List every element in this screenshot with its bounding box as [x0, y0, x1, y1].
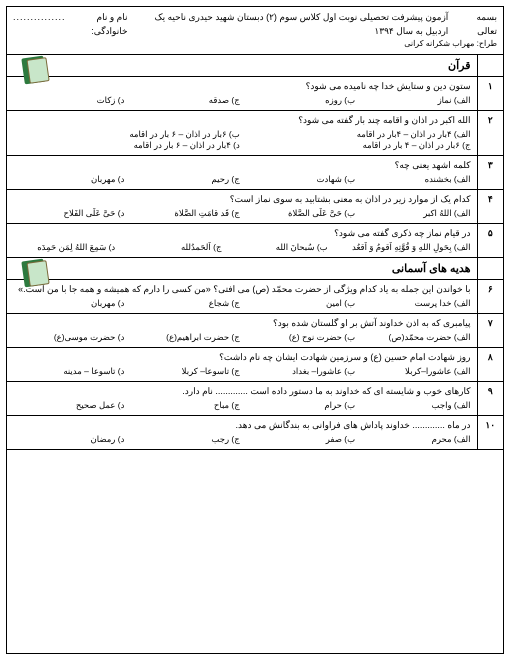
opt-c: ج) رجب [128, 434, 239, 445]
question-row: ۱۰ در ماه ............. خداوند پاداش های… [7, 416, 503, 450]
question-row: ۸ روز شهادت امام حسین (ع) و سرزمین شهادت… [7, 348, 503, 382]
q-num: ۹ [477, 382, 503, 416]
opt-d: د) مهربان [13, 174, 124, 185]
opt-b: ب) ۶بار در اذان – ۶ بار در اقامه [13, 129, 240, 140]
name-blank [13, 11, 66, 38]
q-text: روز شهادت امام حسین (ع) و سرزمین شهادت ا… [13, 352, 471, 363]
opt-b: ب) حَیَّ عَلَی الصَّلاة [244, 208, 355, 219]
name-label: نام و نام خانوادگی: [70, 11, 128, 38]
basmala: بسمه تعالی [461, 11, 497, 38]
opt-c: ج) مباح [128, 400, 239, 411]
q-text: پیامبری که به اذن خداوند آتش بر او گلستا… [13, 318, 471, 329]
q-num: ۲ [477, 111, 503, 156]
section-title: قرآن [448, 60, 470, 72]
opt-a: الف) حضرت محمّد(ص) [359, 332, 470, 343]
opt-a: الف) بِحَولِ اللهِ وَ قُوَّتِهِ اَقومُ و… [332, 242, 471, 253]
q-text: کلمه اشهد یعنی چه؟ [13, 160, 471, 171]
question-row: ۷ پیامبری که به اذن خداوند آتش بر او گلس… [7, 314, 503, 348]
opt-a: الف) واجب [359, 400, 470, 411]
opt-a: الف) بخشنده [359, 174, 470, 185]
q-num: ۳ [477, 156, 503, 190]
opt-b: ب) حضرت نوح (ع) [244, 332, 355, 343]
opt-c: ج) ۶بار در اذان – ۴ بار در اقامه [244, 140, 471, 151]
opt-c: ج) اَلحَمدُلله [119, 242, 221, 253]
opt-a: الف) محرم [359, 434, 470, 445]
designer-line: طراح: مهراب شکرانه کرانی [13, 38, 497, 50]
opt-c: ج) قَد قامَتِ الصَّلاة [128, 208, 239, 219]
exam-title: آزمون پیشرفت تحصیلی نوبت اول کلاس سوم (۲… [141, 11, 449, 38]
q-num: ۱ [477, 77, 503, 111]
opt-d: د) تاسوعا – مدینه [13, 366, 124, 377]
opt-b: ب) روزه [244, 95, 355, 106]
opt-c: ج) رحیم [128, 174, 239, 185]
question-row: ۹ کارهای خوب و شایسته ای که خداوند به ما… [7, 382, 503, 416]
opt-c: ج) تاسوعا– کربلا [128, 366, 239, 377]
opt-b: ب) شهادت [244, 174, 355, 185]
q-text: کارهای خوب و شایسته ای که خداوند به ما د… [13, 386, 471, 397]
q-text: ستون دین و ستایش خدا چه نامیده می شود؟ [13, 81, 471, 92]
q-num: ۷ [477, 314, 503, 348]
opt-b: ب) امین [244, 298, 355, 309]
question-row: ۱ ستون دین و ستایش خدا چه نامیده می شود؟… [7, 77, 503, 111]
q-text: الله اکبر در اذان و اقامه چند بار گفته م… [13, 115, 471, 126]
opt-d: د) حَیَّ عَلَی الفَلاح [13, 208, 124, 219]
opt-d: د) مهربان [13, 298, 124, 309]
section-title: هدیه های آسمانی [392, 263, 471, 275]
opt-d: د) حضرت موسی(ع) [13, 332, 124, 343]
opt-d: د) زکات [13, 95, 124, 106]
q-text: کدام یک از موارد زیر در اذان به معنی بشت… [13, 194, 471, 205]
q-num: ۵ [477, 224, 503, 258]
opt-a: الف) عاشورا–کربلا [359, 366, 470, 377]
section-quran: قرآن [7, 55, 503, 77]
opt-b: ب) صفر [244, 434, 355, 445]
opt-b: ب) حرام [244, 400, 355, 411]
question-row: ۶ با خواندن این جمله به یاد کدام ویژگی ا… [7, 280, 503, 314]
question-row: ۵ در قیام نماز چه ذکری گفته می شود؟ الف)… [7, 224, 503, 258]
questions-table: قرآن ۱ ستون دین و ستایش خدا چه نامیده می… [7, 55, 503, 450]
opt-d: د) ۴بار در اذان – ۶ بار در اقامه [13, 140, 240, 151]
opt-a: الف) ۴بار در اذان – ۴بار در اقامه [244, 129, 471, 140]
question-row: ۴ کدام یک از موارد زیر در اذان به معنی ب… [7, 190, 503, 224]
section-hedye: هدیه های آسمانی [7, 258, 503, 280]
opt-d: د) عمل صحیح [13, 400, 124, 411]
opt-b: ب) سُبحانَ الله [225, 242, 327, 253]
opt-a: الف) نماز [359, 95, 470, 106]
q-num: ۱۰ [477, 416, 503, 450]
opt-b: ب) عاشورا– بغداد [244, 366, 355, 377]
opt-a: الف) خدا پرست [359, 298, 470, 309]
opt-d: د) رمضان [13, 434, 124, 445]
exam-header: بسمه تعالی آزمون پیشرفت تحصیلی نوبت اول … [7, 7, 503, 55]
book-icon [19, 260, 45, 286]
quran-icon [19, 57, 45, 83]
opt-a: الف) اللهُ اکبر [359, 208, 470, 219]
opt-c: ج) شجاع [128, 298, 239, 309]
question-row: ۳ کلمه اشهد یعنی چه؟ الف) بخشنده ب) شهاد… [7, 156, 503, 190]
q-text: در قیام نماز چه ذکری گفته می شود؟ [13, 228, 471, 239]
opt-c: ج) حضرت ابراهیم(ع) [128, 332, 239, 343]
q-num: ۴ [477, 190, 503, 224]
opt-c: ج) صدقه [128, 95, 239, 106]
q-text: در ماه ............. خداوند پاداش های فر… [13, 420, 471, 431]
q-text: با خواندن این جمله به یاد کدام ویژگی از … [13, 284, 471, 295]
q-num: ۸ [477, 348, 503, 382]
exam-page: بسمه تعالی آزمون پیشرفت تحصیلی نوبت اول … [6, 6, 504, 654]
q-num: ۶ [477, 280, 503, 314]
question-row: ۲ الله اکبر در اذان و اقامه چند بار گفته… [7, 111, 503, 156]
opt-d: د) سَمِعَ اللهُ لِمَن حَمِدَه [13, 242, 115, 253]
